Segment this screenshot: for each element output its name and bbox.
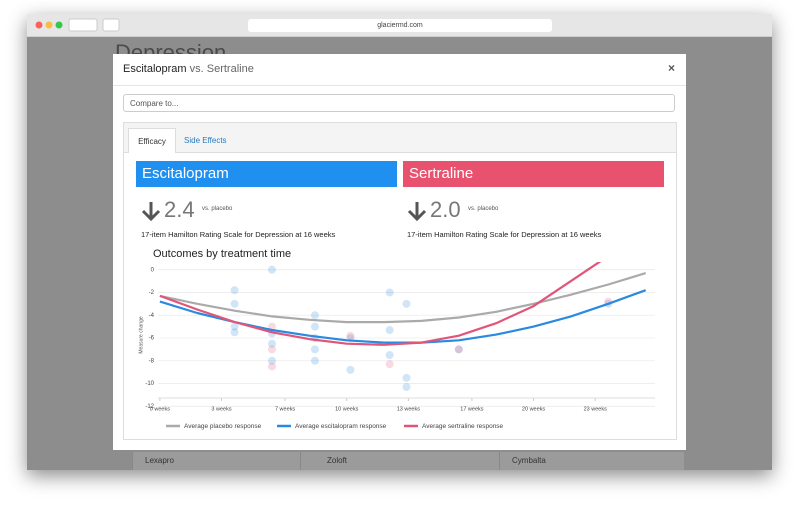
data-point (267, 339, 276, 348)
stat-measure: 17-item Hamilton Rating Scale for Depres… (407, 230, 602, 239)
data-point (310, 356, 319, 365)
data-point (230, 328, 239, 337)
stat-comparison: vs. placebo (202, 206, 233, 212)
chart-title: Outcomes by treatment time (153, 248, 292, 260)
legend-label: Average escitalopram response (295, 423, 387, 430)
data-point (267, 345, 276, 354)
tab-panel: Efficacy Side Effects (123, 122, 677, 440)
data-point (385, 360, 394, 369)
data-point (454, 345, 463, 354)
data-point (402, 299, 411, 308)
y-tick-label: -10 (145, 381, 154, 387)
y-tick-label: -4 (149, 313, 155, 319)
down-arrow (141, 202, 161, 222)
data-point (267, 265, 276, 274)
data-point (230, 322, 239, 331)
data-point (267, 362, 276, 371)
modal-title: Escitalopram vs. Sertraline (123, 63, 254, 75)
stat-value: 2.4 (164, 197, 195, 222)
close-button[interactable]: × (668, 61, 676, 75)
data-point (230, 286, 239, 295)
data-point (402, 373, 411, 382)
legend-label: Average placebo response (184, 423, 262, 430)
plot-area (159, 262, 647, 391)
data-point (454, 345, 463, 354)
data-point (346, 365, 355, 374)
y-tick-label: -6 (149, 336, 155, 342)
data-point (310, 345, 319, 354)
legend-label: Average sertraline response (422, 423, 504, 430)
stat-measure: 17-item Hamilton Rating Scale for Depres… (141, 230, 336, 239)
data-point (230, 299, 239, 308)
data-point (385, 326, 394, 335)
modal: Escitalopram vs. Sertraline × Compare to… (113, 54, 686, 450)
x-tick-label: 13 weeks (397, 406, 420, 412)
table-cell[interactable]: Cymbalta (499, 452, 684, 470)
data-point (385, 288, 394, 297)
trend-line (159, 272, 647, 324)
x-tick-label: 0 weeks (150, 406, 170, 412)
data-point (402, 382, 411, 391)
x-tick-label: 10 weeks (335, 406, 358, 412)
address-bar[interactable]: glaciermd.com (248, 19, 552, 32)
down-arrow (407, 202, 427, 222)
compare-input[interactable]: Compare to... (123, 94, 675, 112)
data-point (346, 331, 355, 340)
y-tick-label: -8 (149, 358, 155, 364)
stat-comparison: vs. placebo (468, 206, 499, 212)
y-tick-label: -12 (145, 404, 154, 410)
y-axis-label: Measure change (138, 316, 144, 353)
tab[interactable]: Side Effects (184, 136, 227, 145)
x-tick-label: 20 weeks (522, 406, 545, 412)
window-controls (35, 18, 120, 32)
data-point (385, 351, 394, 360)
title-rest: vs. Sertraline (189, 63, 254, 75)
data-point (310, 311, 319, 320)
title-drug: Escitalopram (123, 63, 187, 75)
x-tick-label: 17 weeks (460, 406, 483, 412)
y-tick-label: -2 (149, 290, 155, 296)
drug-header: Escitalopram (136, 161, 397, 187)
data-point (310, 322, 319, 331)
stat-value: 2.0 (430, 197, 461, 222)
tab[interactable]: Efficacy (128, 128, 176, 153)
x-tick-label: 7 weeks (275, 406, 295, 412)
table-cell[interactable]: Zoloft (300, 452, 513, 470)
trend-line (159, 262, 602, 346)
y-tick-label: 0 (151, 267, 155, 273)
tab-bar (124, 123, 676, 153)
table-cell[interactable]: Lexapro (132, 452, 313, 470)
x-tick-label: 23 weeks (584, 406, 607, 412)
data-point (267, 356, 276, 365)
drug-header: Sertraline (403, 161, 664, 187)
divider (113, 85, 686, 86)
x-tick-label: 3 weeks (211, 406, 231, 412)
